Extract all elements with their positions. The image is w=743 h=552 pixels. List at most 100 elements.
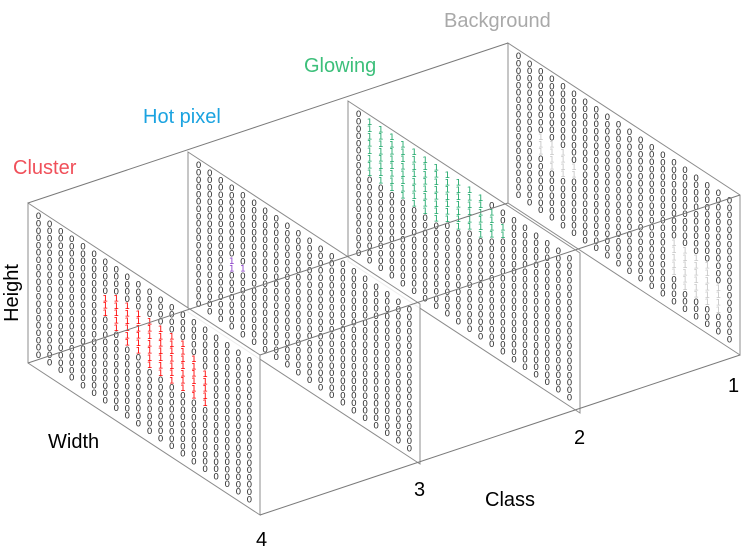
grid-cell-zero: 0	[58, 279, 64, 289]
grid-cell-zero: 0	[329, 289, 335, 299]
grid-cell-one: 1	[378, 177, 384, 187]
grid-cell-zero: 0	[660, 290, 666, 300]
grid-cell-zero: 0	[660, 166, 666, 176]
grid-cell-zero: 0	[224, 458, 230, 468]
grid-cell-one: 1	[538, 133, 544, 143]
grid-cell-zero: 0	[202, 363, 208, 373]
grid-cell-one: 1	[682, 268, 688, 278]
grid-cell-zero: 0	[567, 335, 573, 345]
grid-cell-zero: 0	[102, 265, 108, 275]
grid-cell-zero: 0	[516, 191, 522, 201]
grid-cell-one: 1	[124, 317, 130, 327]
grid-cell-zero: 0	[627, 165, 633, 175]
grid-cell-zero: 0	[660, 217, 666, 227]
grid-cell-zero: 0	[373, 312, 379, 322]
grid-cell-zero: 0	[285, 266, 291, 276]
grid-cell-one: 1	[478, 216, 484, 226]
grid-cell-zero: 0	[516, 118, 522, 128]
grid-cell-zero: 0	[69, 374, 75, 384]
grid-cell-one: 1	[716, 284, 722, 294]
grid-cell-zero: 0	[616, 208, 622, 218]
grid-cell-one: 1	[124, 331, 130, 341]
grid-cell-zero: 0	[593, 135, 599, 145]
panel-glowing: 0111111111110000000001111111111110000000…	[347, 100, 581, 414]
grid-cell-zero: 0	[91, 374, 97, 384]
grid-cell-zero: 0	[489, 260, 495, 270]
grid-cell-zero: 0	[36, 212, 42, 222]
grid-cell-one: 1	[693, 261, 699, 271]
grid-cell-zero: 0	[582, 178, 588, 188]
grid-cell-zero: 0	[660, 173, 666, 183]
grid-cell-one: 1	[478, 223, 484, 233]
grid-cell-zero: 0	[560, 221, 566, 231]
grid-cell-zero: 0	[307, 318, 313, 328]
grid-cell-zero: 0	[218, 228, 224, 238]
grid-cell-one: 1	[229, 264, 235, 274]
grid-cell-zero: 0	[262, 265, 268, 275]
grid-cell-one: 1	[704, 269, 710, 279]
grid-cell-zero: 0	[716, 218, 722, 228]
grid-cell-one: 1	[378, 155, 384, 165]
grid-cell-zero: 0	[384, 320, 390, 330]
grid-cell-zero: 0	[522, 363, 528, 373]
grid-cell-zero: 0	[373, 305, 379, 315]
grid-cell-zero: 0	[693, 174, 699, 184]
grid-cell-zero: 0	[136, 295, 142, 305]
grid-cell-zero: 0	[318, 376, 324, 386]
grid-cell-zero: 0	[593, 127, 599, 137]
grid-cell-zero: 0	[58, 227, 64, 237]
grid-cell-one: 1	[693, 291, 699, 301]
grid-cell-one: 1	[102, 309, 108, 319]
grid-cell-zero: 0	[556, 320, 562, 330]
grid-cell-zero: 0	[58, 249, 64, 259]
grid-cell-zero: 0	[727, 226, 733, 236]
grid-cell-zero: 0	[527, 147, 533, 157]
grid-cell-zero: 0	[671, 210, 677, 220]
grid-cell-zero: 0	[549, 97, 555, 107]
grid-cell-zero: 0	[489, 340, 495, 350]
grid-cell-zero: 0	[69, 272, 75, 282]
grid-cell-zero: 0	[489, 282, 495, 292]
grid-cell-zero: 0	[218, 176, 224, 186]
grid-cell-zero: 0	[236, 364, 242, 374]
grid-cell-zero: 0	[102, 280, 108, 290]
grid-cell-zero: 0	[682, 239, 688, 249]
grid-cell-zero: 0	[456, 281, 462, 291]
grid-cell-zero: 0	[522, 283, 528, 293]
grid-cell-zero: 0	[556, 386, 562, 396]
grid-cell-one: 1	[180, 348, 186, 358]
grid-cell-zero: 0	[213, 392, 219, 402]
grid-cell-zero: 0	[307, 288, 313, 298]
grid-cell-zero: 0	[522, 305, 528, 315]
grid-cell-zero: 0	[627, 209, 633, 219]
grid-cell-one: 1	[169, 340, 175, 350]
grid-cell-zero: 0	[549, 206, 555, 216]
grid-cell-zero: 0	[307, 303, 313, 313]
grid-cell-zero: 0	[169, 384, 175, 394]
grid-cell-zero: 0	[638, 216, 644, 226]
grid-cell-zero: 0	[660, 261, 666, 271]
grid-cell-zero: 0	[556, 342, 562, 352]
grid-cell-zero: 0	[527, 199, 533, 209]
grid-cell-zero: 0	[207, 235, 213, 245]
grid-cell-zero: 0	[682, 305, 688, 315]
grid-cell-zero: 0	[522, 246, 528, 256]
grid-cell-zero: 0	[389, 191, 395, 201]
grid-cell-zero: 0	[627, 230, 633, 240]
grid-cell-zero: 0	[273, 273, 279, 283]
grid-cell-zero: 0	[556, 247, 562, 257]
grid-cell-one: 1	[422, 192, 428, 202]
grid-cell-zero: 0	[362, 297, 368, 307]
grid-cell-one: 1	[671, 246, 677, 256]
grid-cell-zero: 0	[500, 246, 506, 256]
grid-cell-zero: 0	[593, 193, 599, 203]
grid-cell-zero: 0	[58, 264, 64, 274]
grid-cell-zero: 0	[373, 414, 379, 424]
grid-cell-one: 1	[682, 247, 688, 257]
grid-cell-zero: 0	[113, 390, 119, 400]
grid-cell-zero: 0	[571, 119, 577, 129]
grid-cell-zero: 0	[58, 330, 64, 340]
grid-cell-zero: 0	[169, 391, 175, 401]
grid-cell-zero: 0	[80, 301, 86, 311]
grid-cell-zero: 0	[318, 274, 324, 284]
